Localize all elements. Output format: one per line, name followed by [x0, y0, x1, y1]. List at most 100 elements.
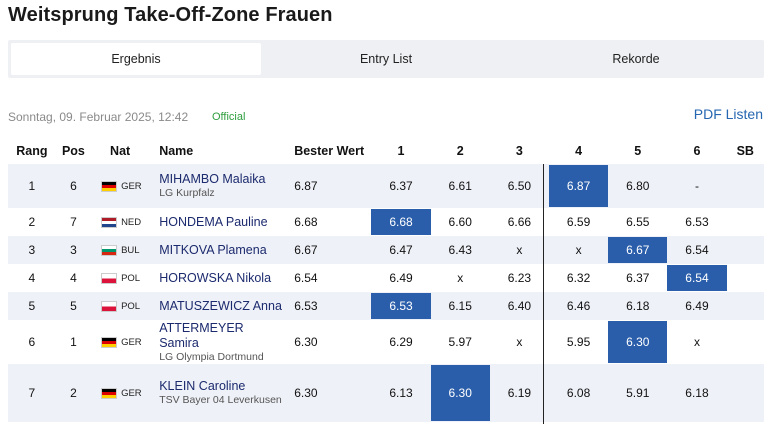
attempt-cell: 6.29 — [371, 320, 431, 364]
attempt-value: 6.53 — [389, 299, 413, 313]
attempt-cell: x — [430, 264, 490, 292]
header-best[interactable]: Bester Wert — [284, 138, 372, 164]
athlete-name[interactable]: HOROWSKA Nikola — [159, 270, 272, 285]
best-mark-cell: 6.53 — [284, 292, 372, 320]
attempt-value: 6.08 — [566, 386, 591, 400]
attempt-value: 6.54 — [685, 271, 709, 285]
attempt-cell: 6.15 — [430, 292, 490, 320]
athlete-name[interactable]: MIHAMBO Malaika — [159, 172, 266, 186]
tab-bar: Ergebnis Entry List Rekorde — [8, 40, 764, 78]
best-mark-cell: 6.68 — [284, 208, 372, 236]
attempt-cell: 6.80 — [608, 164, 668, 208]
header-pos[interactable]: Pos — [55, 138, 92, 164]
attempt-cell: 6.60 — [430, 208, 490, 236]
header-attempt-5: 5 — [608, 138, 668, 164]
table-row[interactable]: 7 2 GER KLEIN Caroline TSV Bayer 04 Leverkus… — [8, 364, 764, 422]
table-row[interactable]: 2 7 NED HONDEMA Pauline 6.68 6.68 6.60 6.66 6.59… — [8, 208, 764, 236]
rank-cell: 6 — [8, 320, 56, 364]
attempt-cell: 6.43 — [430, 236, 490, 264]
header-nat[interactable]: Nat — [91, 138, 150, 164]
attempt-value: 6.87 — [566, 179, 591, 193]
attempt-value: 6.68 — [389, 215, 413, 229]
attempt-cell: x — [548, 236, 609, 264]
header-attempt-4: 4 — [548, 138, 609, 164]
table-row[interactable]: 1 6 GER MIHAMBO Malaika LG Kurpfalz 6.87 6.37 6… — [8, 164, 764, 208]
athlete-cell: HOROWSKA Nikola — [149, 264, 285, 292]
results-table: Rang Pos Nat Name Bester Wert 1 2 3 4 5 … — [8, 138, 764, 422]
event-datetime: Sonntag, 09. Februar 2025, 12:42 — [8, 110, 189, 124]
attempt-cell: 6.37 — [371, 164, 431, 208]
position-cell: 5 — [55, 292, 92, 320]
attempt-value: 6.32 — [566, 271, 591, 285]
nation-code: POL — [121, 272, 141, 284]
athlete-name[interactable]: ATTERMEYER Samira — [159, 320, 244, 350]
status-badge: Official — [212, 111, 246, 123]
header-attempt-1: 1 — [371, 138, 431, 164]
athlete-name[interactable]: KLEIN Caroline — [159, 379, 246, 393]
athlete-name[interactable]: MITKOVA Plamena — [159, 242, 267, 257]
attempt-cell: 6.13 — [371, 364, 431, 422]
position-cell: 6 — [55, 164, 92, 208]
tab-rekorde[interactable]: Rekorde — [612, 52, 660, 66]
table-row[interactable]: 6 1 GER ATTERMEYER Samira LG Olympia Dortmun… — [8, 320, 764, 364]
athlete-cell: MITKOVA Plamena — [149, 236, 285, 264]
attempt-cell: 6.87 — [548, 164, 609, 208]
attempt-value: 6.59 — [566, 215, 591, 229]
tab-entry-list[interactable]: Entry List — [359, 52, 413, 66]
attempt-cell: 6.66 — [489, 208, 549, 236]
attempt-value: 6.50 — [507, 179, 532, 193]
attempt-divider — [543, 164, 544, 424]
header-name[interactable]: Name — [149, 138, 285, 164]
attempt-value: 6.13 — [389, 386, 413, 400]
season-best-cell — [726, 236, 764, 264]
nation-code: GER — [121, 336, 142, 348]
nation-cell: BUL — [91, 236, 150, 264]
table-row[interactable]: 4 4 POL HOROWSKA Nikola 6.54 6.49 x 6.23 6.32 6.3… — [8, 264, 764, 292]
attempt-value: 6.18 — [626, 299, 650, 313]
best-attempt-highlight — [371, 209, 431, 235]
attempt-cell: 6.55 — [608, 208, 668, 236]
best-attempt-highlight — [371, 293, 431, 319]
best-mark-cell: 6.30 — [284, 364, 372, 422]
attempt-cell: 6.37 — [608, 264, 668, 292]
attempt-cell: 6.49 — [371, 264, 431, 292]
tab-ergebnis[interactable]: Ergebnis — [11, 43, 261, 75]
pdf-lists-link[interactable]: PDF Listen — [693, 106, 763, 122]
best-attempt-highlight — [608, 321, 668, 363]
attempt-cell: 6.49 — [667, 292, 727, 320]
attempt-cell: x — [489, 320, 549, 364]
rank-cell: 7 — [8, 364, 56, 422]
header-attempt-3: 3 — [489, 138, 549, 164]
attempt-value: 6.29 — [389, 335, 413, 349]
athlete-name[interactable]: MATUSZEWICZ Anna — [159, 298, 282, 313]
athlete-cell: MIHAMBO Malaika LG Kurpfalz — [149, 164, 285, 208]
athlete-name[interactable]: HONDEMA Pauline — [159, 214, 268, 229]
attempt-cell: 5.95 — [548, 320, 609, 364]
position-cell: 3 — [55, 236, 92, 264]
rank-cell: 4 — [8, 264, 56, 292]
rank-cell: 3 — [8, 236, 56, 264]
table-row[interactable]: 3 3 BUL MITKOVA Plamena 6.67 6.47 6.43 x x 6.67 6.… — [8, 236, 764, 264]
best-attempt-highlight — [667, 265, 727, 291]
attempt-value: x — [693, 335, 700, 349]
nation-cell: POL — [91, 292, 150, 320]
attempt-cell: 6.47 — [371, 236, 431, 264]
athlete-cell: ATTERMEYER Samira LG Olympia Dortmund — [149, 320, 285, 364]
nation-cell: GER — [91, 320, 150, 364]
attempt-value: 6.23 — [507, 271, 532, 285]
nation-code: NED — [121, 216, 142, 228]
attempt-value: 6.55 — [626, 215, 650, 229]
athlete-cell: KLEIN Caroline TSV Bayer 04 Leverkusen — [149, 364, 285, 422]
table-row[interactable]: 5 5 POL MATUSZEWICZ Anna 6.53 6.53 6.15 6.40 6.4… — [8, 292, 764, 320]
nation-cell: GER — [91, 164, 150, 208]
table-header-row: Rang Pos Nat Name Bester Wert 1 2 3 4 5 … — [8, 138, 764, 164]
best-mark-cell: 6.54 — [284, 264, 372, 292]
best-mark-cell: 6.87 — [284, 164, 372, 208]
header-attempt-6: 6 — [667, 138, 727, 164]
header-rang[interactable]: Rang — [8, 138, 56, 164]
attempt-value: - — [694, 179, 699, 193]
attempt-value: 6.49 — [389, 271, 413, 285]
attempt-cell: 6.54 — [667, 236, 727, 264]
attempt-cell: 6.61 — [430, 164, 490, 208]
nation-code: GER — [121, 387, 142, 399]
